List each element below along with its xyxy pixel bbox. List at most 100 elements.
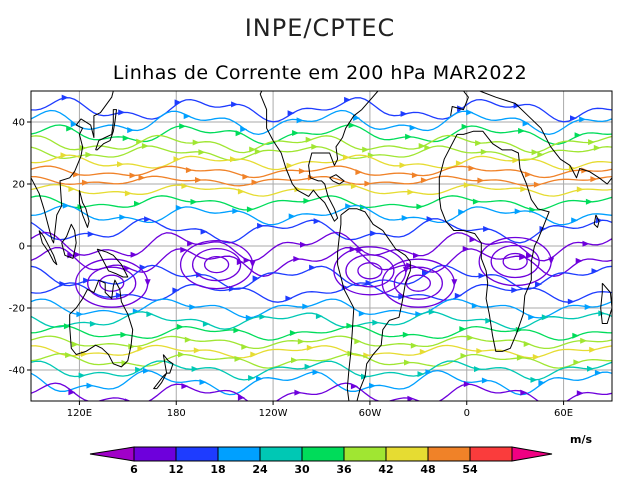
lon-tick-label: 180: [167, 408, 186, 419]
flow-arrow: [233, 327, 241, 334]
flow-arrow: [418, 143, 426, 149]
flow-arrow: [181, 183, 189, 189]
lon-tick-label: 120W: [259, 408, 288, 419]
flow-arrow: [190, 198, 198, 205]
coastline-europe-asia-north: [450, 91, 612, 185]
coastline-borneo: [61, 223, 77, 259]
flow-arrow: [407, 395, 415, 401]
colorbar-bin: [175, 446, 219, 462]
flow-arrow: [411, 172, 419, 179]
flow-arrow: [85, 151, 93, 158]
flow-arrow: [173, 156, 181, 163]
flow-arrow: [71, 341, 79, 348]
flow-arrow: [576, 390, 584, 397]
flow-arrow: [129, 172, 137, 179]
flow-arrow: [405, 133, 413, 140]
flow-arrow: [580, 337, 588, 344]
flow-arrow: [582, 240, 590, 247]
flow-arrow: [70, 121, 78, 128]
colorbar-tick-label: 6: [130, 463, 138, 476]
flow-arrow: [62, 202, 70, 209]
flow-arrow: [178, 351, 185, 358]
flow-arrow: [66, 125, 74, 132]
map-axes: 40 20 0 -20 -40 120E 180 120W 60W 0 60E: [9, 118, 573, 420]
flow-arrow: [74, 251, 82, 258]
flow-arrow: [289, 330, 297, 336]
flow-arrow: [78, 372, 86, 379]
flow-arrow: [87, 231, 95, 238]
flow-arrow: [344, 96, 352, 103]
coastline-uk: [457, 91, 459, 92]
flow-arrow: [537, 151, 545, 158]
coastline-new-zealand-south: [153, 372, 168, 390]
flow-arrow: [370, 230, 378, 237]
flow-arrow: [593, 144, 601, 151]
flow-arrow: [474, 366, 481, 373]
flow-arrow: [298, 168, 306, 175]
flow-arrow: [570, 115, 577, 122]
flow-arrow: [300, 241, 307, 248]
flow-arrow: [141, 143, 149, 149]
coastline-south-america: [337, 208, 411, 401]
flow-arrow: [576, 186, 584, 193]
streamlines: [31, 94, 612, 401]
flow-arrow: [254, 148, 262, 155]
coastline-australia: [69, 279, 134, 368]
flow-arrow: [231, 101, 239, 108]
flow-arrow: [311, 143, 319, 150]
flow-arrow: [313, 218, 321, 225]
coastline-sumatra: [38, 230, 58, 266]
flow-arrow: [398, 293, 406, 300]
flow-arrow: [256, 375, 263, 382]
colorbar-tick-label: 30: [294, 463, 310, 476]
lat-tick-label: 0: [19, 242, 25, 253]
flow-arrow: [425, 369, 433, 376]
flow-arrow: [541, 314, 549, 321]
flow-arrow: [79, 145, 87, 151]
streamline: [31, 322, 612, 341]
streamline: [31, 231, 612, 264]
flow-arrow: [187, 240, 195, 247]
flow-arrow: [134, 200, 141, 207]
flow-arrow: [259, 313, 267, 320]
streamline: [31, 122, 612, 145]
flow-arrow: [249, 146, 257, 153]
flow-arrow: [176, 323, 184, 330]
flow-arrow: [127, 127, 135, 134]
flow-arrow: [468, 165, 476, 172]
flow-arrow: [232, 208, 240, 214]
flow-arrow: [467, 334, 475, 341]
flow-arrow: [296, 117, 304, 124]
flow-arrow: [471, 302, 479, 309]
colorbar-bin: [301, 446, 345, 462]
flow-arrow: [251, 179, 259, 186]
coastline-japan: [95, 109, 117, 151]
flow-arrow: [512, 157, 520, 164]
flow-arrow: [460, 352, 468, 359]
flow-arrow: [428, 308, 436, 315]
flow-arrow: [477, 177, 485, 184]
flow-arrow: [575, 257, 583, 264]
flow-arrow: [248, 375, 256, 381]
streamline: [31, 367, 612, 396]
flow-arrow: [309, 264, 317, 271]
lon-tick-label: 60W: [359, 408, 382, 419]
streamline: [31, 174, 612, 188]
flow-arrow: [424, 144, 432, 151]
flow-arrow: [476, 348, 484, 354]
flow-arrow: [287, 110, 295, 117]
flow-arrow: [59, 281, 67, 287]
flow-arrow: [115, 292, 123, 299]
coastline-east-asia-coast: [31, 91, 114, 244]
flow-arrow: [179, 123, 187, 130]
flow-arrow: [475, 140, 483, 147]
flow-arrow: [532, 354, 540, 360]
flow-arrow: [348, 122, 356, 129]
colorbar-bin: [469, 446, 513, 462]
flow-arrow: [73, 171, 80, 178]
colorbar-tick-label: 48: [420, 463, 435, 476]
flow-arrow: [196, 271, 204, 278]
streamline: [31, 182, 612, 197]
coastline-africa: [438, 130, 550, 352]
flow-arrow: [459, 326, 467, 333]
